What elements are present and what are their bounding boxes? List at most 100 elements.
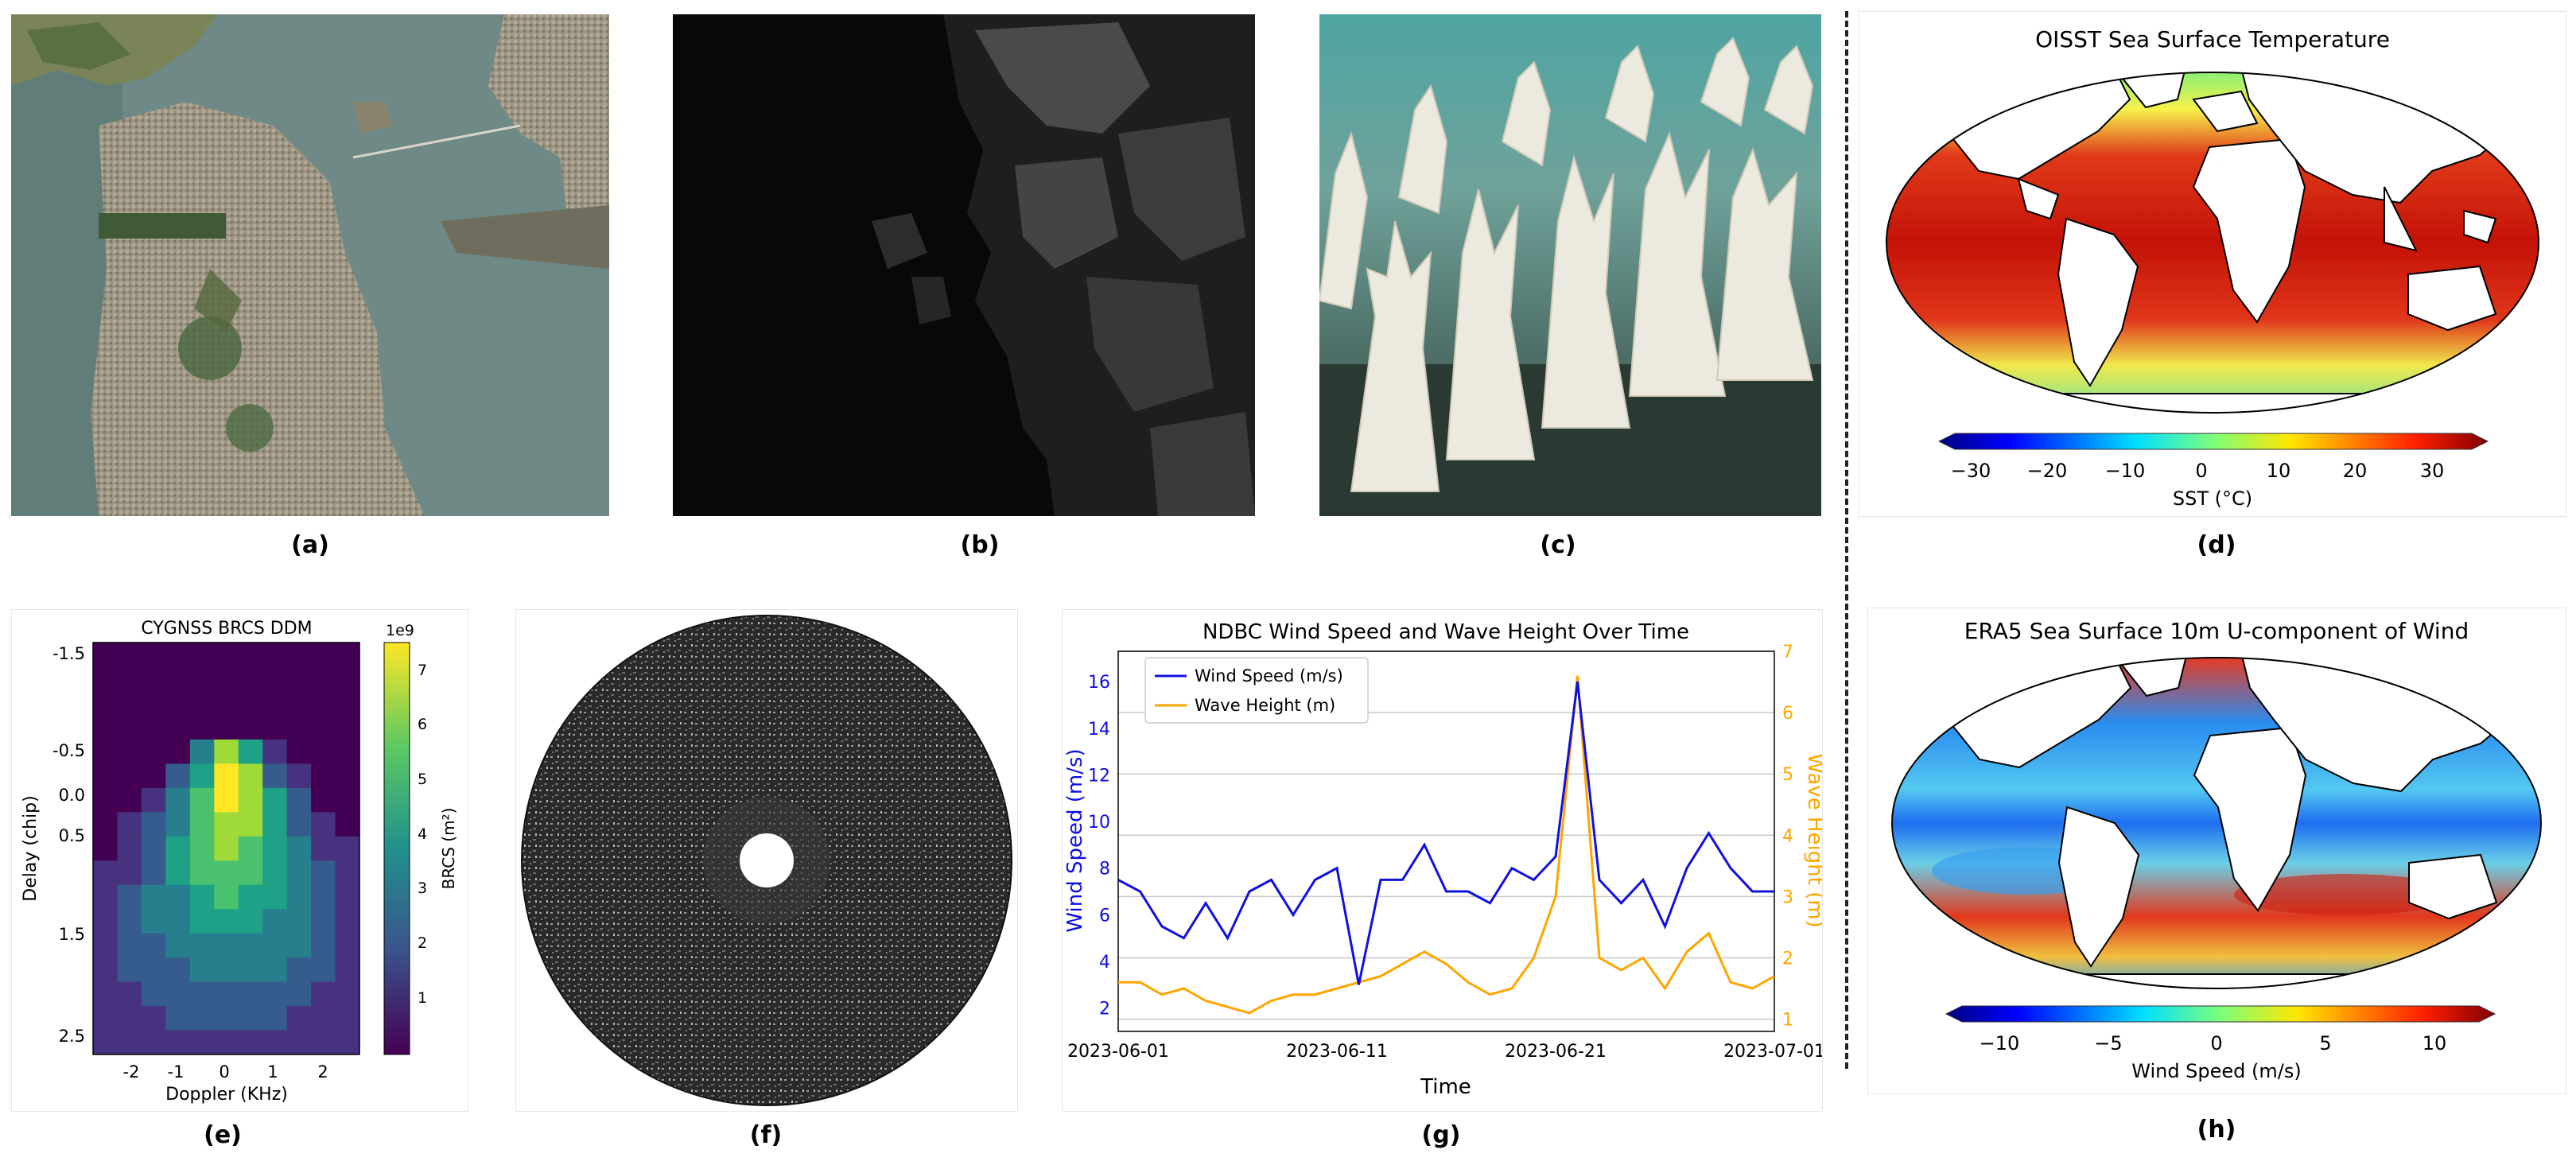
ndbc-y2tick: 1: [1782, 1011, 1793, 1031]
ddm-cell: [189, 909, 215, 934]
ddm-cell: [93, 909, 118, 934]
ddm-cell: [93, 715, 118, 740]
ddm-cell: [93, 1030, 118, 1055]
ddm-cell: [311, 860, 336, 886]
ddm-cell: [238, 860, 263, 886]
panel-a-satellite-image: [11, 14, 609, 516]
ddm-cell: [93, 812, 118, 837]
ddm-cell: [311, 715, 336, 740]
ddm-cell: [214, 763, 239, 789]
ndbc-xtick: 2023-06-01: [1067, 1042, 1169, 1062]
ddm-cell: [141, 836, 166, 861]
caption-a: (a): [291, 531, 329, 559]
ddm-xtick: 0: [219, 1062, 229, 1082]
ndbc-y2tick: 4: [1782, 826, 1793, 846]
sst-tick: −20: [2027, 460, 2068, 482]
ddm-cell: [117, 715, 142, 740]
caption-c: (c): [1540, 531, 1576, 559]
ddm-cell: [214, 787, 239, 813]
caption-b: (b): [960, 531, 1000, 559]
ddm-cell: [189, 1006, 215, 1031]
wave-height-line: [1118, 675, 1775, 1015]
ddm-cell: [189, 981, 215, 1007]
ddm-ytick: -0.5: [52, 741, 85, 760]
ddm-cell: [286, 1006, 312, 1031]
ddm-cell: [189, 860, 215, 886]
ddm-cell: [165, 1006, 191, 1031]
ddm-cell: [117, 787, 142, 813]
sst-colorbar-label: SST (°C): [2173, 487, 2252, 510]
ddm-cell: [311, 739, 336, 764]
ndbc-gridlines: [1118, 650, 1774, 1020]
ddm-cell: [165, 666, 191, 692]
ndbc-y2tick: 7: [1782, 643, 1793, 662]
ddm-cell: [189, 690, 215, 716]
ddm-cell: [335, 787, 360, 813]
ddm-cell: [141, 812, 166, 837]
ndbc-xlabel: Time: [1420, 1075, 1471, 1099]
ndbc-ytick: 12: [1088, 766, 1110, 786]
ddm-cell: [262, 884, 288, 910]
ddm-cell: [93, 933, 118, 958]
panel-g-ndbc-chart: NDBC Wind Speed and Wave Height Over Tim…: [1062, 609, 1827, 1112]
ddm-cell: [238, 884, 263, 910]
ddm-cbtick: 1: [418, 989, 427, 1007]
sst-tick: 0: [2195, 460, 2207, 482]
ddm-cell: [311, 981, 336, 1007]
ddm-cell: [262, 666, 288, 692]
ddm-cell: [286, 690, 312, 716]
ddm-cell: [311, 1030, 336, 1055]
ddm-cell: [238, 957, 263, 983]
wind-tick: −5: [2094, 1032, 2122, 1054]
ddm-cell: [262, 957, 288, 983]
ddm-cell: [335, 909, 360, 934]
ddm-cell: [335, 690, 360, 716]
ddm-cell: [238, 666, 263, 692]
ddm-cell: [141, 884, 166, 910]
ndbc-ylabel: Wind Speed (m/s): [1063, 748, 1087, 932]
ddm-cell: [214, 812, 239, 837]
ddm-cell: [262, 763, 288, 789]
ddm-cell: [238, 739, 263, 764]
ddm-cell: [93, 957, 118, 983]
ndbc-ytick: 10: [1088, 813, 1110, 833]
ddm-cell: [165, 884, 191, 910]
ddm-cell: [262, 690, 288, 716]
ddm-cell: [165, 860, 191, 886]
ddm-cell: [165, 763, 191, 789]
ddm-cell: [238, 690, 263, 716]
ddm-cell: [165, 787, 191, 813]
globe-outline: [1886, 72, 2539, 414]
ddm-cell: [117, 884, 142, 910]
ndbc-y2tick: 2: [1782, 949, 1793, 969]
sst-tick: 30: [2420, 460, 2445, 482]
ddm-cell: [335, 763, 360, 789]
ddm-cell: [189, 739, 215, 764]
globe-outline: [1891, 657, 2542, 989]
ddm-cell: [238, 812, 263, 837]
ddm-cell: [117, 643, 142, 667]
ddm-cell: [93, 981, 118, 1007]
ddm-cell: [262, 933, 288, 958]
satellite-image: [11, 14, 609, 516]
ddm-cell: [286, 812, 312, 837]
ddm-cell: [311, 812, 336, 837]
ddm-cell: [238, 787, 263, 813]
ddm-cell: [286, 715, 312, 740]
ddm-cell: [117, 739, 142, 764]
caption-e: (e): [204, 1121, 242, 1149]
ddm-cell: [165, 957, 191, 983]
ddm-cell: [238, 836, 263, 861]
ddm-cell: [311, 763, 336, 789]
ddm-cell: [214, 957, 239, 983]
ddm-cbtick: 4: [418, 825, 427, 843]
ddm-cell: [141, 715, 166, 740]
ddm-ytick: 1.5: [59, 925, 85, 944]
ndbc-legend: Wind Speed (m/s) Wave Height (m): [1144, 657, 1369, 724]
caption-d: (d): [2197, 531, 2236, 559]
ddm-cbtick: 7: [418, 662, 427, 679]
ddm-cell: [117, 1006, 142, 1031]
ddm-cell: [238, 763, 263, 789]
legend-wave: Wave Height (m): [1195, 696, 1335, 715]
ddm-ytick: 2.5: [59, 1027, 85, 1046]
